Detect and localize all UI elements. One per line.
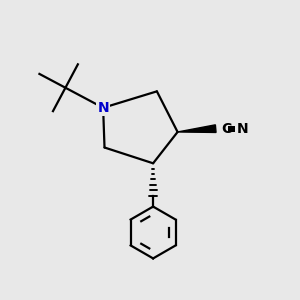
Polygon shape	[178, 125, 216, 133]
Text: N: N	[97, 101, 109, 115]
Text: N: N	[237, 122, 249, 136]
Text: C: C	[221, 122, 231, 136]
